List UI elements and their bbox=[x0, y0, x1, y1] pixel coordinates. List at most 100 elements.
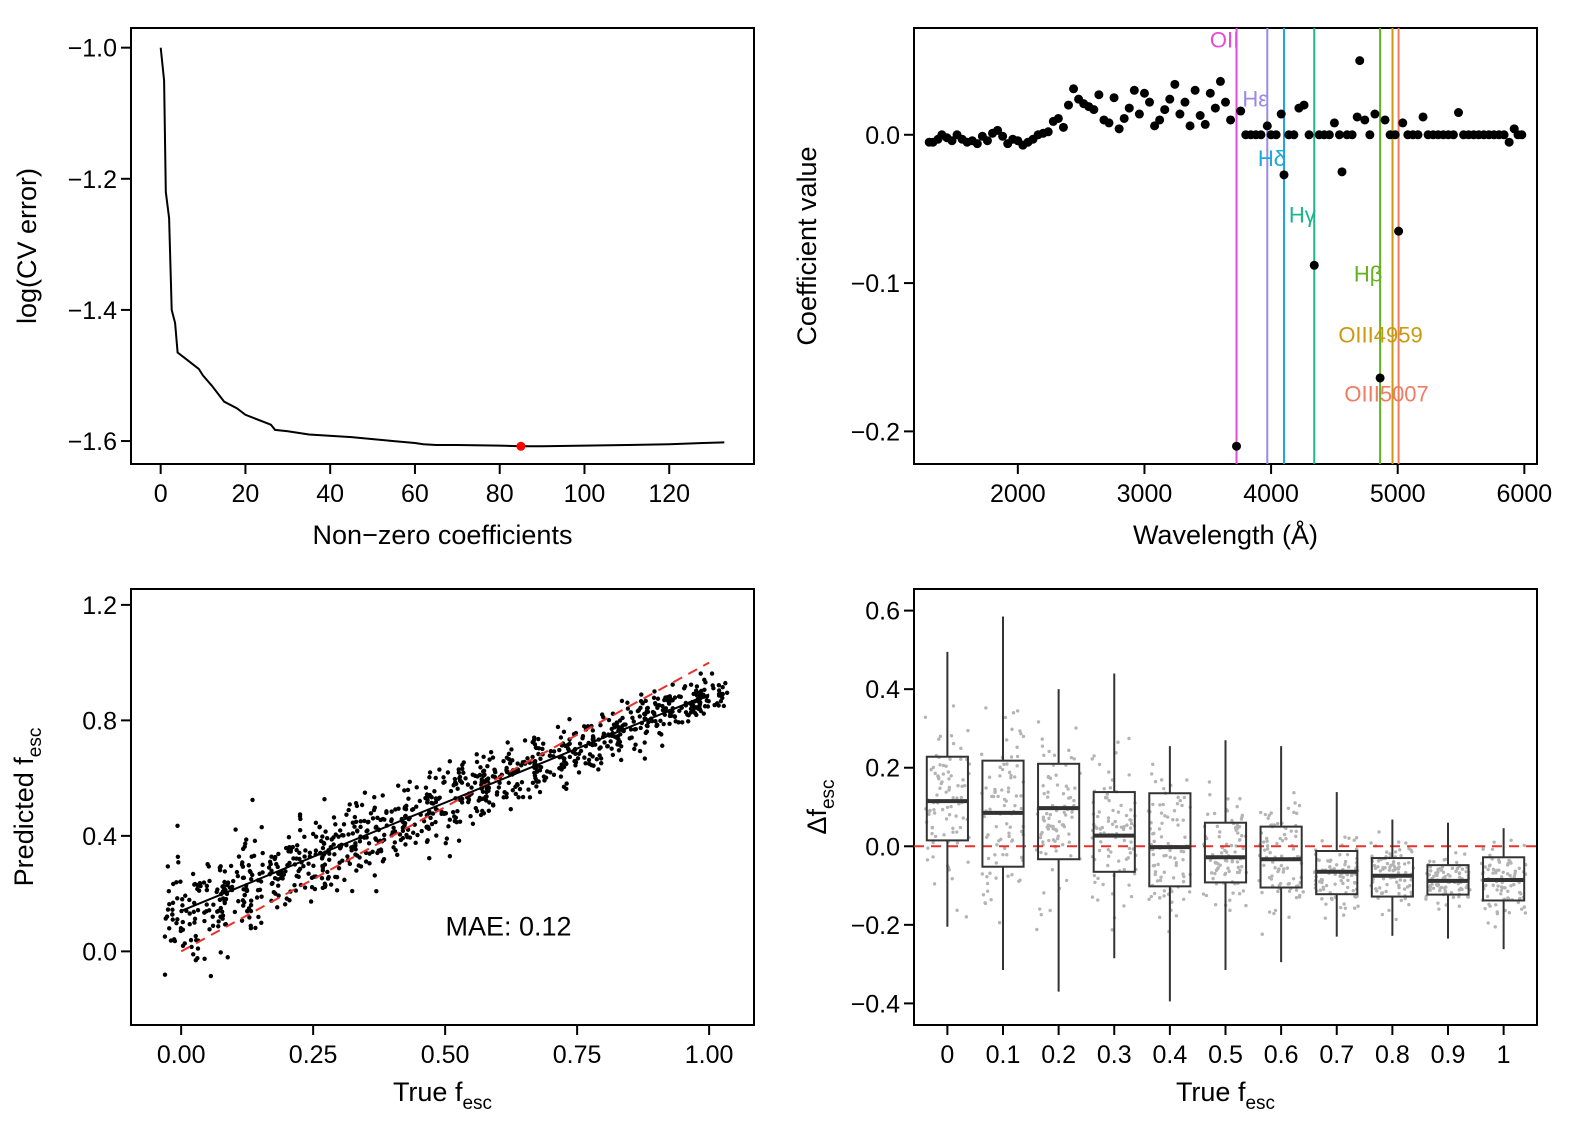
x-tick-label: 0.3 bbox=[1097, 1041, 1132, 1069]
coefficient-point bbox=[1413, 130, 1423, 140]
prediction-point bbox=[492, 768, 497, 773]
prediction-point bbox=[168, 938, 174, 943]
residual-point bbox=[1001, 852, 1005, 857]
coefficient-point bbox=[1347, 130, 1357, 140]
prediction-point bbox=[601, 714, 606, 720]
residual-point bbox=[1485, 894, 1490, 899]
prediction-point bbox=[469, 785, 474, 790]
y-axis-label: Coefficient value bbox=[792, 146, 822, 345]
prediction-point bbox=[260, 850, 265, 856]
residual-point bbox=[1320, 839, 1324, 843]
prediction-point bbox=[283, 845, 289, 851]
coefficient-point bbox=[1236, 106, 1246, 116]
prediction-point bbox=[244, 909, 250, 914]
prediction-point bbox=[205, 861, 210, 867]
residual-point bbox=[1460, 887, 1464, 892]
prediction-point bbox=[220, 884, 225, 889]
coefficient-point bbox=[1375, 373, 1385, 383]
residual-point bbox=[1122, 867, 1126, 872]
residual-point bbox=[1166, 841, 1170, 846]
residual-point bbox=[1495, 888, 1499, 892]
residual-point bbox=[1491, 871, 1495, 875]
coefficient-point bbox=[1394, 226, 1404, 236]
prediction-point bbox=[486, 785, 492, 791]
prediction-point bbox=[632, 746, 637, 752]
residual-point bbox=[1297, 893, 1302, 898]
residual-point bbox=[961, 778, 965, 782]
coefficient-point bbox=[1109, 93, 1119, 103]
residual-point bbox=[1183, 835, 1187, 839]
residual-point bbox=[1237, 892, 1242, 896]
residual-point bbox=[932, 808, 936, 812]
residual-point bbox=[949, 774, 953, 778]
prediction-point bbox=[390, 830, 395, 835]
prediction-point bbox=[333, 832, 338, 837]
prediction-point bbox=[392, 840, 398, 845]
prediction-point bbox=[651, 695, 657, 700]
residual-point bbox=[1127, 773, 1131, 777]
prediction-point bbox=[480, 769, 486, 774]
prediction-point bbox=[393, 847, 398, 853]
residual-point bbox=[1464, 870, 1468, 874]
residual-point bbox=[1047, 749, 1051, 754]
prediction-point bbox=[393, 807, 398, 812]
residual-point bbox=[1129, 821, 1134, 826]
residual-point bbox=[1341, 875, 1345, 880]
residual-point bbox=[1161, 802, 1165, 807]
x-tick-label: 0.75 bbox=[553, 1041, 602, 1069]
residual-point bbox=[1218, 863, 1222, 867]
prediction-point bbox=[341, 833, 346, 838]
prediction-point bbox=[400, 825, 406, 830]
residual-point bbox=[1073, 786, 1077, 790]
prediction-point bbox=[642, 740, 647, 745]
prediction-point bbox=[582, 755, 587, 760]
prediction-point bbox=[192, 920, 197, 925]
residual-point bbox=[1356, 904, 1360, 908]
residual-point bbox=[1158, 803, 1162, 807]
prediction-point bbox=[195, 946, 201, 951]
prediction-point bbox=[559, 763, 565, 768]
prediction-point bbox=[619, 698, 625, 704]
prediction-point bbox=[276, 893, 281, 898]
residual-point bbox=[1168, 848, 1172, 853]
residual-point bbox=[1291, 877, 1296, 881]
prediction-point bbox=[351, 844, 356, 849]
residual-point bbox=[1287, 889, 1292, 893]
y-tick-label: −0.4 bbox=[851, 990, 900, 1018]
prediction-point bbox=[561, 756, 566, 761]
prediction-point bbox=[551, 749, 557, 754]
coefficient-point bbox=[1276, 109, 1286, 119]
prediction-point bbox=[176, 860, 181, 865]
residual-point bbox=[1116, 740, 1120, 744]
residual-point bbox=[1428, 888, 1432, 892]
prediction-point bbox=[616, 724, 621, 730]
prediction-point bbox=[218, 905, 223, 911]
residual-point bbox=[985, 875, 989, 879]
residual-point bbox=[980, 872, 985, 876]
prediction-point bbox=[354, 868, 359, 873]
prediction-point bbox=[222, 900, 227, 906]
residual-point bbox=[1334, 863, 1339, 867]
prediction-point bbox=[530, 754, 535, 760]
residual-point bbox=[1238, 797, 1242, 801]
box bbox=[1148, 792, 1192, 888]
residual-point bbox=[1042, 819, 1047, 823]
prediction-point bbox=[714, 701, 720, 706]
residual-point bbox=[955, 796, 959, 800]
residual-point bbox=[1015, 709, 1020, 713]
prediction-point bbox=[362, 790, 368, 795]
coefficient-point bbox=[1304, 130, 1314, 140]
box bbox=[1259, 825, 1303, 889]
residual-point bbox=[1294, 811, 1299, 816]
residual-point bbox=[930, 831, 934, 836]
prediction-point bbox=[363, 859, 369, 864]
prediction-point bbox=[425, 794, 430, 800]
residual-point bbox=[1005, 822, 1009, 826]
residual-point bbox=[1106, 816, 1111, 820]
residual-point bbox=[1224, 842, 1229, 846]
prediction-point bbox=[456, 838, 462, 843]
residual-point bbox=[1213, 860, 1218, 865]
prediction-point bbox=[477, 772, 483, 778]
prediction-point bbox=[290, 844, 296, 850]
residual-point bbox=[1384, 889, 1388, 894]
